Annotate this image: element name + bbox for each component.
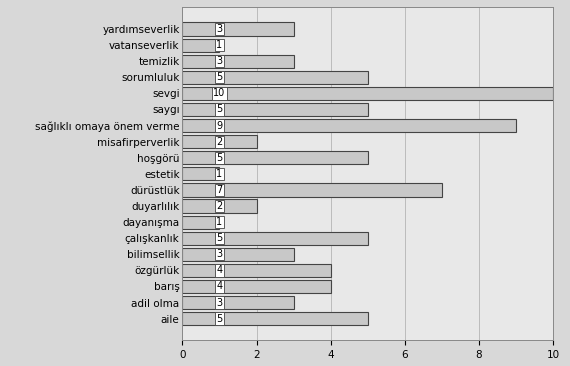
Text: 1: 1 — [217, 169, 222, 179]
Bar — [182, 312, 368, 325]
Text: 3: 3 — [217, 56, 222, 66]
Bar — [182, 264, 331, 277]
Text: 4: 4 — [217, 265, 222, 275]
Text: 5: 5 — [217, 105, 222, 115]
Text: 5: 5 — [217, 153, 222, 163]
Bar — [182, 103, 368, 116]
Text: 1: 1 — [217, 40, 222, 50]
Text: 5: 5 — [217, 314, 222, 324]
Bar — [182, 183, 442, 197]
Text: 4: 4 — [217, 281, 222, 291]
Text: 5: 5 — [217, 233, 222, 243]
Bar — [182, 87, 553, 100]
Text: 3: 3 — [217, 249, 222, 259]
Bar — [182, 232, 368, 245]
Bar — [182, 167, 219, 180]
Text: 9: 9 — [217, 120, 222, 131]
Bar — [182, 135, 256, 148]
Bar — [182, 199, 256, 213]
Bar — [182, 296, 294, 309]
Bar — [182, 151, 368, 164]
Bar — [182, 71, 368, 84]
Bar — [182, 55, 294, 68]
Text: 10: 10 — [213, 89, 226, 98]
Text: 7: 7 — [217, 185, 222, 195]
Text: 2: 2 — [217, 137, 222, 147]
Bar — [182, 216, 219, 229]
Bar — [182, 248, 294, 261]
Bar — [182, 38, 219, 52]
Bar — [182, 22, 294, 36]
Text: 1: 1 — [217, 217, 222, 227]
Text: 3: 3 — [217, 298, 222, 307]
Bar — [182, 280, 331, 293]
Text: 2: 2 — [217, 201, 222, 211]
Text: 5: 5 — [217, 72, 222, 82]
Text: 3: 3 — [217, 24, 222, 34]
Bar — [182, 119, 516, 132]
